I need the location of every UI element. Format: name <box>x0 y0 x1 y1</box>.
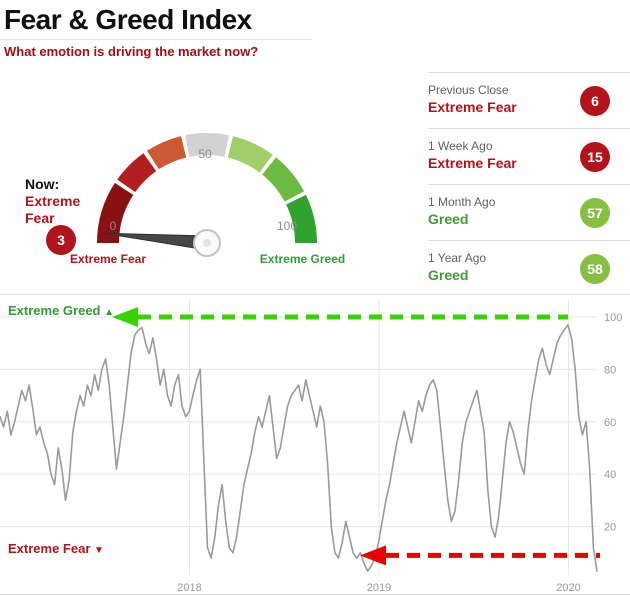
bottom-divider <box>0 594 630 595</box>
chart-gridlines <box>0 299 597 575</box>
svg-text:80: 80 <box>604 364 616 376</box>
extreme-greed-arrow <box>112 307 568 327</box>
now-label: Now: <box>25 176 60 192</box>
stat-period-label: 1 Year Ago <box>428 251 487 265</box>
gauge-needle <box>103 232 209 251</box>
stat-period-label: Previous Close <box>428 83 509 97</box>
now-sentiment: Extreme Fear <box>25 193 81 226</box>
svg-text:100: 100 <box>604 312 622 324</box>
history-chart-section: 20 40 60 80 100 Extreme Greed ▲ Extreme Fear… <box>0 294 630 596</box>
gauge-tick-50: 50 <box>198 147 212 161</box>
stat-value-badge: 15 <box>580 142 610 172</box>
chart-label-extreme-fear-text: Extreme Fear <box>8 541 91 556</box>
gauge-extreme-fear-label: Extreme Fear <box>69 252 147 266</box>
gauge-arc-segments <box>97 133 317 244</box>
svg-text:40: 40 <box>604 469 616 481</box>
up-triangle-icon: ▲ <box>104 307 115 318</box>
chart-y-axis-labels: 20 40 60 80 100 <box>604 312 622 534</box>
stat-row: 1 Year Ago Greed 58 <box>428 240 630 296</box>
chart-x-axis: 2018 2019 2020 <box>0 582 630 595</box>
svg-text:60: 60 <box>604 417 616 429</box>
gauge-tick-0: 0 <box>110 219 117 233</box>
stat-row: Previous Close Extreme Fear 6 <box>428 72 630 128</box>
stats-panel: Previous Close Extreme Fear 6 1 Week Ago… <box>428 72 630 296</box>
stat-sentiment-label: Greed <box>428 267 469 283</box>
page-title: Fear & Greed Index <box>4 4 252 35</box>
gauge-extreme-greed-label: Extreme Greed <box>259 252 346 266</box>
stat-sentiment-label: Greed <box>428 211 469 227</box>
extreme-fear-arrow <box>360 545 600 566</box>
x-axis-year-label: 2020 <box>556 582 581 594</box>
stat-row: 1 Week Ago Extreme Fear 15 <box>428 128 630 184</box>
chart-label-extreme-fear: Extreme Fear ▼ <box>8 541 104 556</box>
current-reading: Now: Extreme Fear <box>25 176 103 227</box>
fear-greed-gauge: 50 0 100 <box>97 133 317 257</box>
stat-sentiment-label: Extreme Fear <box>428 99 517 115</box>
x-axis-year-label: 2018 <box>177 582 202 594</box>
stat-value-badge: 58 <box>580 254 610 284</box>
title-divider <box>0 39 312 40</box>
stat-period-label: 1 Month Ago <box>428 195 496 209</box>
chart-label-extreme-greed-text: Extreme Greed <box>8 303 101 318</box>
gauge-tick-100: 100 <box>277 219 297 233</box>
gauge-score-badge: 3 <box>46 225 76 255</box>
stat-period-label: 1 Week Ago <box>428 139 493 153</box>
down-triangle-icon: ▼ <box>94 545 104 556</box>
index-history-line <box>0 324 598 572</box>
page-subtitle: What emotion is driving the market now? <box>4 44 259 59</box>
history-chart: 20 40 60 80 100 <box>0 299 622 575</box>
x-axis-year-label: 2019 <box>366 582 392 594</box>
stat-row: 1 Month Ago Greed 57 <box>428 184 630 240</box>
stat-value-badge: 6 <box>580 86 610 116</box>
chart-label-extreme-greed: Extreme Greed ▲ <box>8 303 114 318</box>
gauge-needle-hub-center <box>203 239 211 247</box>
stat-sentiment-label: Extreme Fear <box>428 155 517 171</box>
svg-text:20: 20 <box>604 522 616 534</box>
stat-value-badge: 57 <box>580 198 610 228</box>
